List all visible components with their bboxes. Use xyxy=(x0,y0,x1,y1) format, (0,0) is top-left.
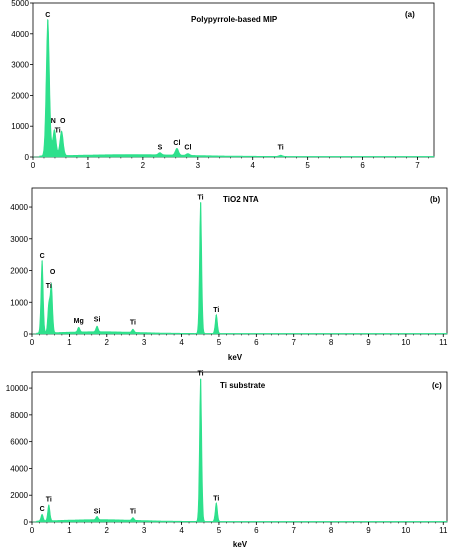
x-tick-label: 5 xyxy=(305,161,310,170)
y-tick-label: 2000 xyxy=(10,491,28,500)
plot-frame xyxy=(32,2,435,158)
x-tick-label: 8 xyxy=(329,526,334,535)
panel-b: TiO2 NTA (b) keV 0 1 2 3 4 5 6 7 8 9 10 11 0 1000 2000… xyxy=(10,187,448,362)
spectrum-area xyxy=(32,379,448,523)
plot-frame xyxy=(31,371,448,523)
peak-label: Ti xyxy=(46,497,52,504)
x-tick-label: 0 xyxy=(30,338,35,347)
spectrum-area xyxy=(32,202,448,335)
panel-label: (c) xyxy=(432,381,442,390)
peak-label: Ti xyxy=(198,194,204,201)
y-tick-label: 3000 xyxy=(11,61,29,70)
y-tick-label: 6000 xyxy=(10,438,28,447)
y-tick-label: 4000 xyxy=(10,203,28,212)
plot-frame xyxy=(31,187,448,335)
peak-label: O xyxy=(50,269,56,276)
peak-label: Cl xyxy=(184,144,191,151)
y-tick-label: 5000 xyxy=(11,0,29,8)
peak-label: S xyxy=(158,144,163,151)
peak-label: N xyxy=(51,118,56,125)
x-tick-label: 0 xyxy=(31,161,36,170)
peak-label: O xyxy=(60,118,66,125)
x-tick-label: 6 xyxy=(360,161,365,170)
x-tick-label: 6 xyxy=(254,526,259,535)
x-tick-label: 1 xyxy=(67,338,72,347)
y-tick-label: 4000 xyxy=(10,464,28,473)
peak-label: Si xyxy=(94,509,101,516)
y-tick-label: 2000 xyxy=(11,91,29,100)
y-tick-label: 1000 xyxy=(10,298,28,307)
x-tick-label: 2 xyxy=(105,338,110,347)
y-tick-label: 0 xyxy=(24,518,29,527)
y-tick-label: 1000 xyxy=(11,122,29,131)
x-tick-label: 11 xyxy=(439,338,448,347)
peak-label: Cl xyxy=(173,140,180,147)
x-tick-label: 1 xyxy=(67,526,72,535)
peak-label: Mg xyxy=(74,318,84,325)
x-tick-label: 4 xyxy=(250,161,255,170)
y-tick-label: 10000 xyxy=(6,384,29,393)
x-tick-label: 0 xyxy=(30,526,35,535)
peak-label: Ti xyxy=(213,495,219,502)
peak-label: C xyxy=(40,506,45,513)
y-tick-label: 4000 xyxy=(11,30,29,39)
y-tick-label: 0 xyxy=(24,330,29,339)
peak-label: Ti xyxy=(130,320,136,327)
x-tick-label: 6 xyxy=(254,338,259,347)
peak-label: Ti xyxy=(55,127,61,134)
y-tick-label: 0 xyxy=(25,153,30,162)
x-tick-label: 3 xyxy=(196,161,201,170)
x-tick-label: 2 xyxy=(141,161,146,170)
x-tick-label: 3 xyxy=(142,338,147,347)
x-tick-label: 5 xyxy=(217,338,222,347)
x-tick-label: 8 xyxy=(329,338,334,347)
x-tick-label: 2 xyxy=(105,526,110,535)
peak-label: Ti xyxy=(213,307,219,314)
peak-label: Ti xyxy=(198,371,204,378)
x-axis-label: keV xyxy=(233,540,248,549)
x-tick-label: 11 xyxy=(439,526,448,535)
x-tick-label: 9 xyxy=(366,338,371,347)
x-tick-label: 4 xyxy=(179,526,184,535)
x-axis-label: keV xyxy=(228,353,243,362)
x-tick-label: 10 xyxy=(401,338,410,347)
peak-label: Ti xyxy=(130,509,136,516)
peak-label: Si xyxy=(94,317,101,324)
x-tick-label: 7 xyxy=(291,526,296,535)
peak-label: Ti xyxy=(278,144,284,151)
panel-a: Polypyrrole-based MIP (a) 0 1 2 3 4 5 6 7 0 1000 2… xyxy=(11,0,435,170)
peak-label: C xyxy=(40,253,45,260)
peak-label: Ti xyxy=(46,283,52,290)
peak-label: C xyxy=(45,12,50,19)
x-tick-label: 10 xyxy=(401,526,410,535)
chart-title: TiO2 NTA xyxy=(223,195,259,204)
panel-label: (b) xyxy=(430,195,441,204)
x-tick-label: 7 xyxy=(291,338,296,347)
panel-label: (a) xyxy=(405,10,415,19)
y-tick-label: 2000 xyxy=(10,267,28,276)
x-tick-label: 3 xyxy=(142,526,147,535)
x-tick-label: 7 xyxy=(415,161,420,170)
x-tick-label: 1 xyxy=(86,161,91,170)
spectrum-area xyxy=(33,19,435,158)
x-tick-label: 9 xyxy=(366,526,371,535)
x-tick-label: 5 xyxy=(217,526,222,535)
y-tick-label: 3000 xyxy=(10,235,28,244)
y-tick-label: 8000 xyxy=(10,411,28,420)
chart-title: Polypyrrole-based MIP xyxy=(191,15,278,24)
chart-title: Ti substrate xyxy=(220,381,266,390)
panel-c: Ti substrate (c) keV 0 1 2 3 4 5 6 7 8 9 10 11 0 2000… xyxy=(6,371,448,549)
x-tick-label: 4 xyxy=(179,338,184,347)
